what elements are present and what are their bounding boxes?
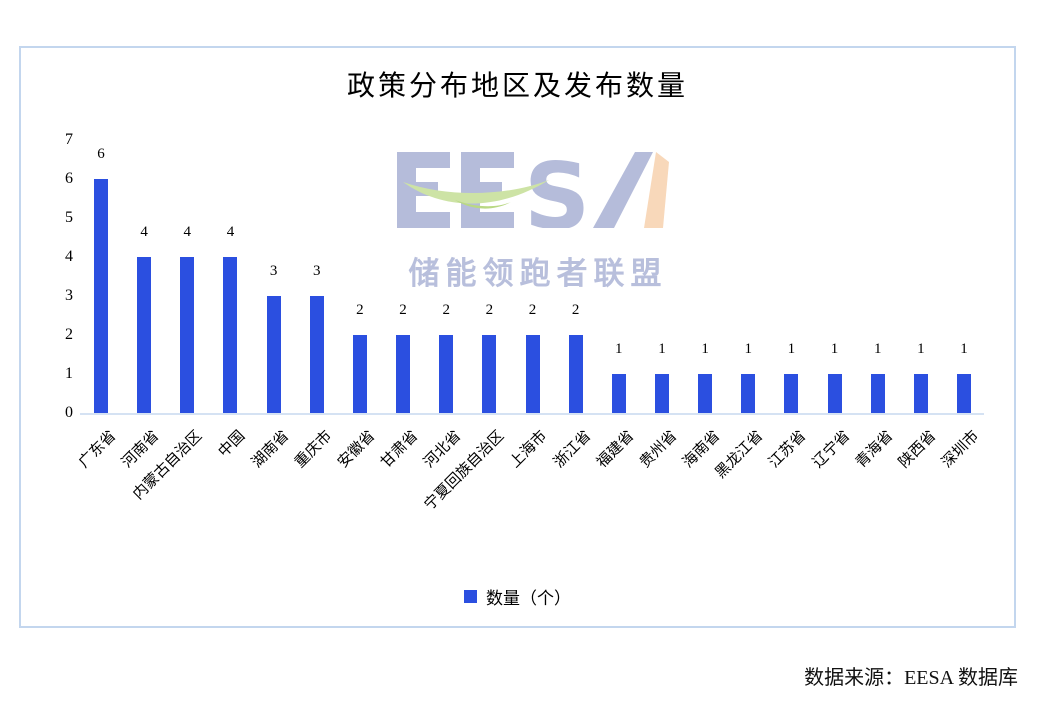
bar-value-label: 4 bbox=[140, 224, 148, 240]
x-axis-category-label: 中国 bbox=[216, 428, 249, 461]
x-axis-category-label: 辽宁省 bbox=[809, 428, 853, 472]
y-axis-tick-label: 2 bbox=[65, 326, 73, 343]
bar bbox=[913, 374, 928, 413]
bar-value-label: 1 bbox=[744, 341, 753, 357]
bar-value-label: 2 bbox=[356, 302, 364, 318]
x-axis-category-label: 甘肃省 bbox=[378, 428, 422, 472]
bar-chart-plot: 0 1 2 3 4 5 6 7 6 广东省 4 河南省 4 内蒙古自治区 4 中国 3 湖南省 3 重庆市 2 安徽省 2 甘… bbox=[21, 48, 1014, 626]
bar bbox=[439, 335, 454, 413]
bar-value-label: 4 bbox=[226, 224, 235, 240]
bar-value-label: 1 bbox=[615, 341, 623, 357]
bar-value-label: 2 bbox=[528, 302, 537, 318]
bar-value-label: 1 bbox=[830, 341, 839, 357]
bar bbox=[525, 335, 540, 413]
bar-value-label: 1 bbox=[658, 341, 666, 357]
bar bbox=[741, 374, 756, 413]
bar bbox=[352, 335, 367, 413]
chart-legend: 数量（个） bbox=[21, 584, 1014, 609]
y-axis-tick-label: 7 bbox=[65, 131, 73, 148]
bar bbox=[94, 179, 108, 413]
x-axis-line bbox=[80, 413, 984, 415]
bar bbox=[223, 257, 238, 413]
x-axis-category-label: 陕西省 bbox=[896, 428, 940, 472]
bar-value-label: 2 bbox=[571, 302, 580, 318]
bar bbox=[611, 374, 626, 413]
y-axis-tick-label: 1 bbox=[65, 365, 73, 382]
y-axis-tick-label: 0 bbox=[65, 404, 73, 421]
y-axis-tick-label: 6 bbox=[65, 170, 73, 187]
bar-value-label: 2 bbox=[442, 302, 450, 318]
bar-value-label: 2 bbox=[399, 302, 407, 318]
bar-value-label: 2 bbox=[485, 302, 494, 318]
bar-value-label: 6 bbox=[97, 146, 105, 162]
bar bbox=[568, 335, 583, 413]
x-axis-category-label: 贵州省 bbox=[637, 428, 681, 472]
x-axis-category-label: 湖南省 bbox=[248, 428, 292, 472]
bar-value-label: 4 bbox=[183, 224, 192, 240]
x-axis-category-label: 深圳市 bbox=[939, 428, 983, 472]
bar bbox=[266, 296, 281, 413]
bar bbox=[784, 374, 799, 413]
bar bbox=[698, 374, 713, 413]
y-axis-tick-label: 3 bbox=[65, 287, 73, 304]
bar-value-label: 1 bbox=[701, 341, 709, 357]
x-axis-category-label: 广东省 bbox=[76, 428, 120, 472]
x-axis-category-label: 上海市 bbox=[507, 428, 551, 472]
x-axis-category-label: 宁夏回族自治区 bbox=[422, 428, 508, 514]
bar bbox=[654, 374, 669, 413]
chart-container: 政策分布地区及发布数量 S bbox=[19, 46, 1016, 628]
bar-value-label: 3 bbox=[313, 263, 321, 279]
bar-value-label: 3 bbox=[269, 263, 278, 279]
x-axis-category-label: 重庆市 bbox=[291, 428, 336, 472]
bar bbox=[137, 257, 152, 413]
y-axis-tick-label: 4 bbox=[65, 248, 73, 265]
legend-series-label: 数量（个） bbox=[486, 589, 571, 608]
bar-value-label: 1 bbox=[873, 341, 882, 357]
bar bbox=[957, 374, 971, 413]
legend-color-swatch bbox=[464, 590, 477, 603]
bar-value-label: 1 bbox=[917, 341, 925, 357]
bar bbox=[309, 296, 324, 413]
x-axis-category-label: 安徽省 bbox=[335, 428, 379, 472]
bar bbox=[180, 257, 195, 413]
x-axis-category-label: 青海省 bbox=[852, 428, 897, 472]
bar-value-label: 1 bbox=[787, 341, 796, 357]
bar bbox=[396, 335, 411, 413]
chart-title: 政策分布地区及发布数量 bbox=[346, 71, 688, 102]
bar-value-label: 1 bbox=[960, 341, 968, 357]
x-axis-category-label: 浙江省 bbox=[550, 428, 594, 472]
x-axis-category-label: 江苏省 bbox=[766, 428, 810, 472]
bar bbox=[482, 335, 497, 413]
bar bbox=[870, 374, 885, 413]
data-source-caption: 数据来源：EESA 数据库 bbox=[804, 667, 1018, 689]
bar bbox=[827, 374, 842, 413]
x-axis-category-label: 福建省 bbox=[593, 428, 638, 472]
y-axis-tick-label: 5 bbox=[65, 209, 73, 226]
